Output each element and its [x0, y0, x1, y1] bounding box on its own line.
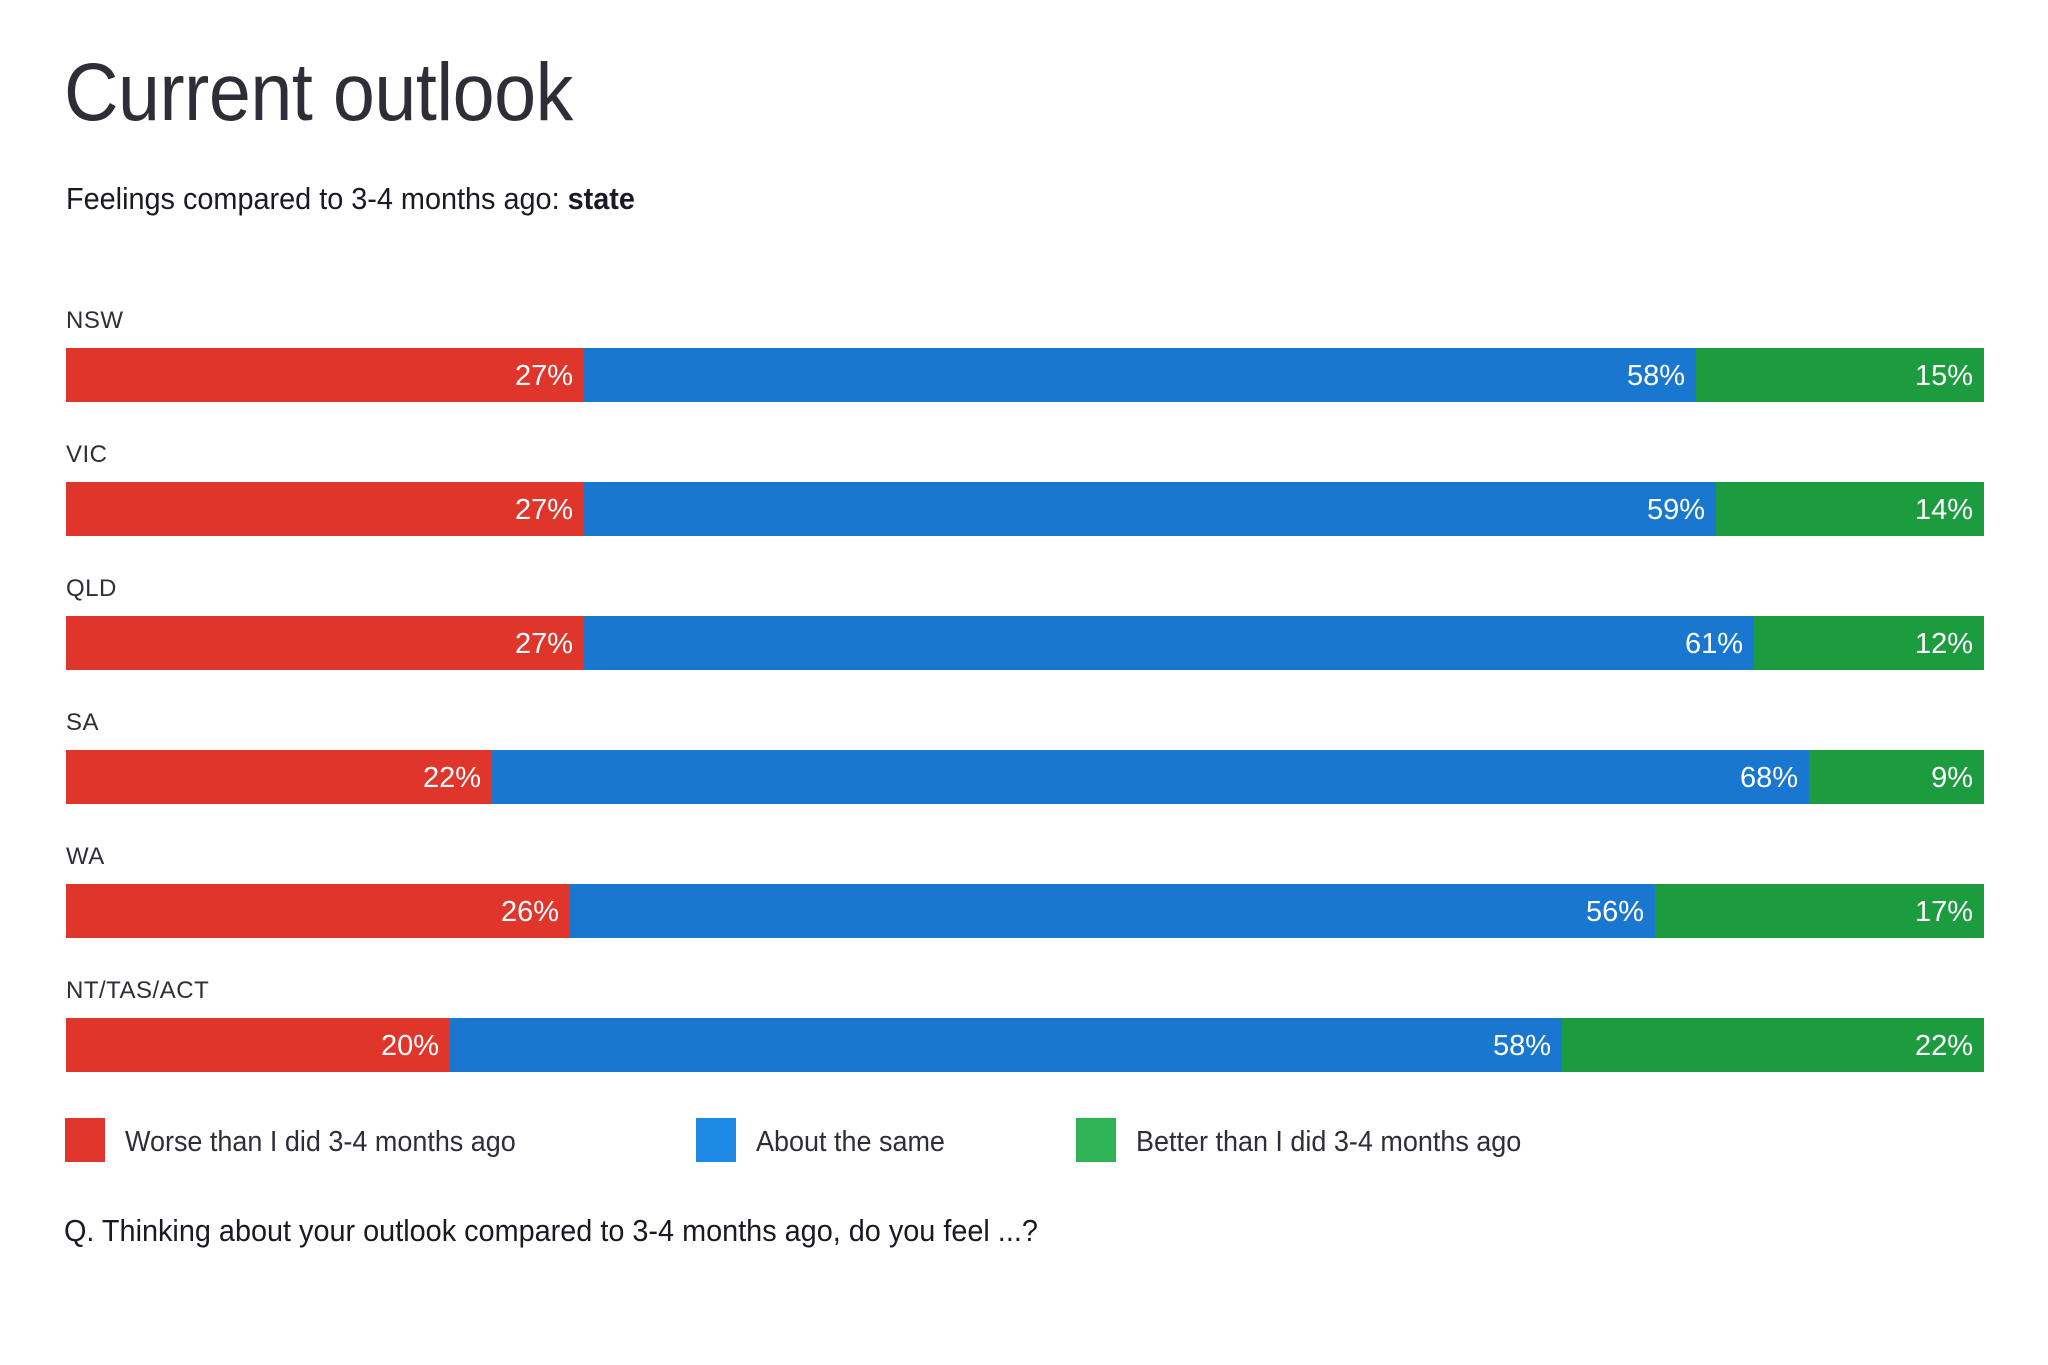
data-label-sa-better: 9%	[1931, 762, 1973, 794]
data-label-nt-tas-act-same: 58%	[1492, 1030, 1551, 1062]
category-label-nt-tas-act: NT/TAS/ACT	[66, 977, 210, 1004]
bar-qld-better	[1754, 616, 1984, 670]
legend-label-better: Better than I did 3-4 months ago	[1136, 1126, 1522, 1158]
chart-subtitle: Feelings compared to 3-4 months ago: sta…	[66, 183, 635, 214]
data-label-vic-better: 14%	[1914, 494, 1973, 526]
subtitle-emphasis: state	[567, 181, 635, 216]
legend-swatch-worse	[65, 1118, 105, 1162]
data-label-sa-same: 68%	[1739, 762, 1798, 794]
legend-swatch-same	[696, 1118, 736, 1162]
question-footnote: Q. Thinking about your outlook compared …	[64, 1213, 1038, 1248]
bar-sa-same	[492, 750, 1809, 804]
subtitle-text: Feelings compared to 3-4 months ago:	[66, 181, 560, 216]
bar-nsw-better	[1696, 348, 1984, 402]
stacked-bar-chart: NSW 27% 58% 15% VIC 27% 59% 14% QLD 27% 61% 12% SA 22…	[66, 307, 1984, 1072]
chart-title: Current outlook	[64, 47, 573, 138]
data-label-nsw-better: 15%	[1914, 360, 1973, 392]
bar-qld-worse	[66, 616, 584, 670]
data-label-qld-better: 12%	[1914, 628, 1973, 660]
bar-nsw-worse	[66, 348, 584, 402]
data-label-nt-tas-act-worse: 20%	[380, 1030, 439, 1062]
bar-wa-same	[570, 884, 1655, 938]
bar-wa-worse	[66, 884, 570, 938]
bar-wa-better	[1655, 884, 1984, 938]
bar-vic-worse	[66, 482, 584, 536]
data-label-wa-worse: 26%	[500, 896, 559, 928]
data-label-nt-tas-act-better: 22%	[1914, 1030, 1973, 1062]
category-label-vic: VIC	[66, 441, 108, 468]
bar-nt-tas-act-worse	[66, 1018, 450, 1072]
bar-nsw-same	[584, 348, 1696, 402]
data-label-vic-same: 59%	[1646, 494, 1705, 526]
data-label-qld-worse: 27%	[514, 628, 573, 660]
bar-sa-better	[1809, 750, 1984, 804]
legend-label-worse: Worse than I did 3-4 months ago	[125, 1126, 516, 1158]
bar-vic-same	[584, 482, 1716, 536]
legend-label-same: About the same	[756, 1126, 945, 1158]
data-label-qld-same: 61%	[1684, 628, 1743, 660]
data-label-nsw-worse: 27%	[514, 360, 573, 392]
bar-qld-same	[584, 616, 1754, 670]
category-label-qld: QLD	[66, 575, 117, 602]
category-label-sa: SA	[66, 709, 100, 736]
bar-nt-tas-act-same	[450, 1018, 1562, 1072]
bar-nt-tas-act-better	[1562, 1018, 1984, 1072]
bar-vic-better	[1716, 482, 1984, 536]
data-label-vic-worse: 27%	[514, 494, 573, 526]
data-label-wa-better: 17%	[1914, 896, 1973, 928]
category-label-nsw: NSW	[66, 307, 124, 334]
category-label-wa: WA	[66, 843, 105, 870]
data-label-nsw-same: 58%	[1626, 360, 1685, 392]
data-label-wa-same: 56%	[1585, 896, 1644, 928]
legend-swatch-better	[1076, 1118, 1116, 1162]
data-label-sa-worse: 22%	[422, 762, 481, 794]
bar-sa-worse	[66, 750, 492, 804]
